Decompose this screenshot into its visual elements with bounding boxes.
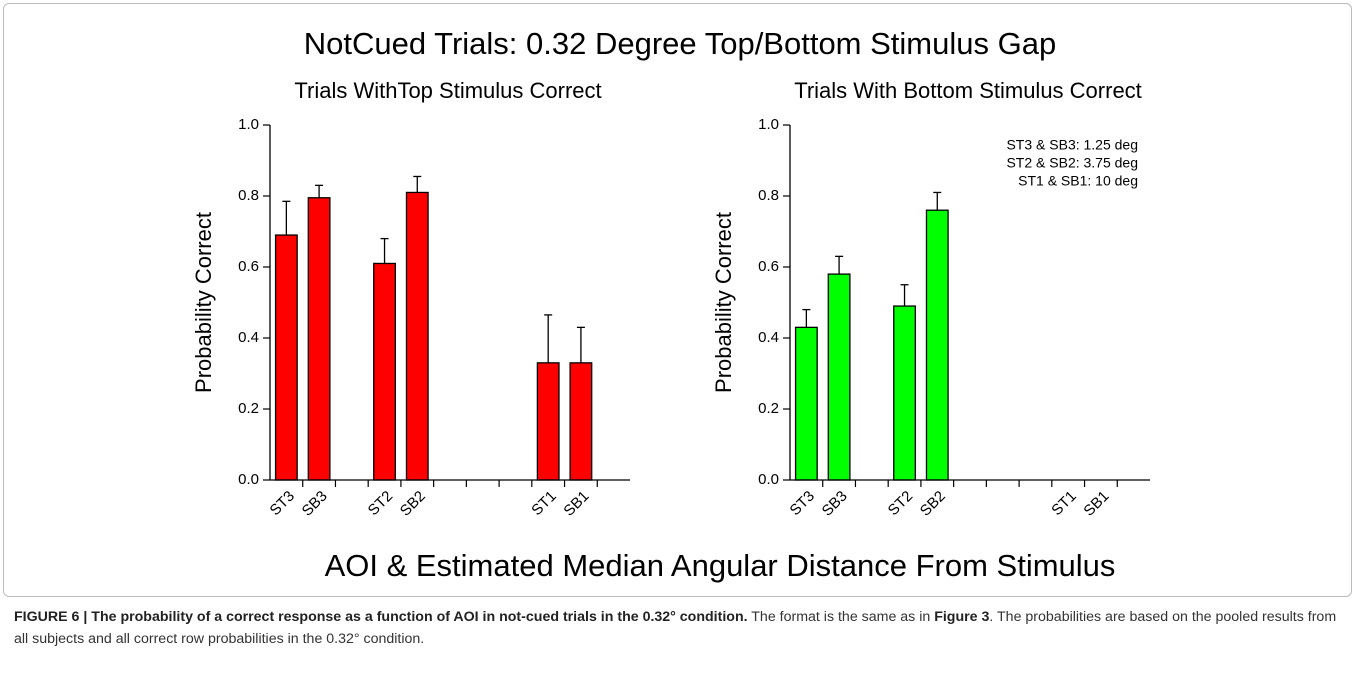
- bar: [536, 362, 560, 481]
- bar: [307, 197, 331, 481]
- y-tick-label: 0.8: [758, 187, 779, 204]
- x-tick-label: ST1: [528, 488, 559, 519]
- y-tick-label: 0.4: [238, 329, 259, 346]
- y-tick-label: 1.0: [238, 116, 259, 133]
- x-tick-label: ST1: [1048, 488, 1079, 519]
- caption-text: FIGURE 6 | The probability of a correct …: [14, 609, 748, 625]
- x-tick-label: SB1: [1080, 488, 1112, 520]
- y-tick-label: 0.2: [758, 400, 779, 417]
- annotation: ST2 & SB2: 3.75 deg: [1006, 155, 1138, 171]
- chart: NotCued Trials: 0.32 Degree Top/Bottom S…: [191, 26, 1150, 583]
- caption-text: . The probabilities are based on the poo…: [14, 609, 1337, 647]
- chart-title: Trials WithTop Stimulus Correct: [294, 78, 601, 103]
- caption-text: The format is the same as in: [747, 609, 935, 625]
- y-tick-label: 0.0: [758, 471, 779, 488]
- caption: FIGURE 6 | The probability of a correct …: [14, 606, 1344, 650]
- x-tick-label: ST2: [365, 488, 396, 519]
- bar: [373, 262, 396, 481]
- annotation: ST1 & SB1: 10 deg: [1018, 173, 1138, 189]
- chart-title: Trials With Bottom Stimulus Correct: [794, 78, 1142, 103]
- bar: [569, 362, 593, 481]
- y-axis-label: Probability Correct: [711, 212, 736, 393]
- bar: [925, 209, 949, 481]
- x-tick-label: SB3: [819, 488, 851, 520]
- y-tick-label: 0.2: [238, 400, 259, 417]
- y-tick-label: 0.6: [238, 258, 259, 275]
- x-tick-label: ST2: [885, 488, 916, 519]
- bar: [405, 191, 429, 481]
- y-tick-label: 1.0: [758, 116, 779, 133]
- y-tick-label: 0.6: [758, 258, 779, 275]
- x-tick-label: SB2: [397, 488, 429, 520]
- annotation: ST3 & SB3: 1.25 deg: [1006, 137, 1138, 153]
- x-tick-label: ST3: [787, 488, 818, 519]
- x-tick-label: SB2: [917, 488, 949, 520]
- x-axis-label: AOI & Estimated Median Angular Distance …: [325, 548, 1116, 583]
- figure-title: NotCued Trials: 0.32 Degree Top/Bottom S…: [304, 26, 1056, 61]
- bar: [827, 273, 851, 481]
- x-tick-label: ST3: [267, 488, 298, 519]
- caption-text: Figure 3: [934, 609, 990, 625]
- figure-frame: [3, 3, 1352, 597]
- bar: [893, 305, 916, 481]
- bar: [794, 326, 818, 481]
- y-tick-label: 0.4: [758, 329, 779, 346]
- x-tick-label: SB1: [560, 488, 592, 520]
- y-axis-label: Probability Correct: [191, 212, 216, 393]
- y-tick-label: 0.0: [238, 471, 259, 488]
- y-tick-label: 0.8: [238, 187, 259, 204]
- x-tick-label: SB3: [299, 488, 331, 520]
- bar: [274, 234, 298, 481]
